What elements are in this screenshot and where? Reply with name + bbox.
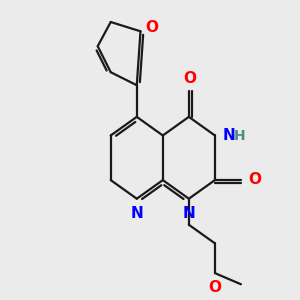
Text: H: H: [234, 129, 245, 143]
Text: N: N: [223, 128, 236, 142]
Text: O: O: [248, 172, 261, 187]
Text: O: O: [146, 20, 158, 35]
Text: N: N: [183, 206, 196, 221]
Text: O: O: [208, 280, 221, 295]
Text: N: N: [130, 206, 143, 221]
Text: O: O: [183, 71, 196, 86]
